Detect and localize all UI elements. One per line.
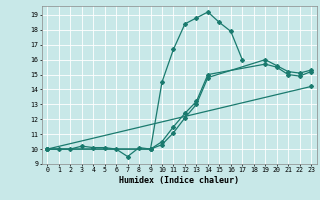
X-axis label: Humidex (Indice chaleur): Humidex (Indice chaleur) (119, 176, 239, 185)
